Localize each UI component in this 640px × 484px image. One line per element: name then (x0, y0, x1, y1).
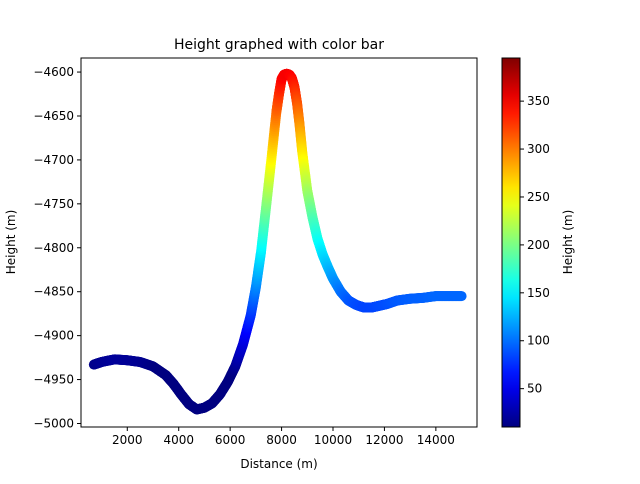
x-tick-label: 10000 (314, 433, 352, 447)
y-tick-label: −4600 (33, 65, 74, 79)
y-tick-label: −4750 (33, 197, 74, 211)
colorbar-ticks: 50 100 150 200 250 300 350 (520, 94, 550, 396)
colorbar-tick-label: 150 (527, 286, 550, 300)
scatter-point (456, 291, 467, 302)
colorbar (502, 58, 520, 427)
y-axis-ticks: −5000 −4950 −4900 −4850 −4800 −4750 −4700 −4650… (33, 65, 81, 430)
x-tick-label: 8000 (266, 433, 297, 447)
x-axis-ticks: 2000 4000 6000 8000 10000 12000 14000 (112, 427, 455, 447)
x-tick-label: 14000 (417, 433, 455, 447)
colorbar-frame (501, 57, 521, 428)
y-tick-label: −4850 (33, 285, 74, 299)
y-tick-label: −4900 (33, 329, 74, 343)
x-tick-label: 2000 (112, 433, 143, 447)
y-tick-label: −5000 (33, 416, 74, 430)
y-tick-label: −4700 (33, 153, 74, 167)
y-tick-label: −4800 (33, 241, 74, 255)
scatter-points (88, 68, 467, 415)
x-tick-label: 6000 (215, 433, 246, 447)
x-axis-label: Distance (m) (240, 457, 317, 471)
plot-frame (80, 57, 478, 428)
colorbar-tick-label: 350 (527, 94, 550, 108)
x-tick-label: 12000 (365, 433, 403, 447)
y-tick-label: −4650 (33, 109, 74, 123)
colorbar-tick-label: 250 (527, 190, 550, 204)
colorbar-label: Height (m) (561, 210, 575, 275)
colorbar-tick-label: 200 (527, 238, 550, 252)
y-tick-label: −4950 (33, 373, 74, 387)
colorbar-tick-label: 100 (527, 334, 550, 348)
y-axis-label: Height (m) (4, 210, 18, 275)
colorbar-tick-label: 50 (527, 382, 542, 396)
chart-title: Height graphed with color bar (174, 37, 384, 53)
colorbar-tick-label: 300 (527, 142, 550, 156)
x-tick-label: 4000 (163, 433, 194, 447)
